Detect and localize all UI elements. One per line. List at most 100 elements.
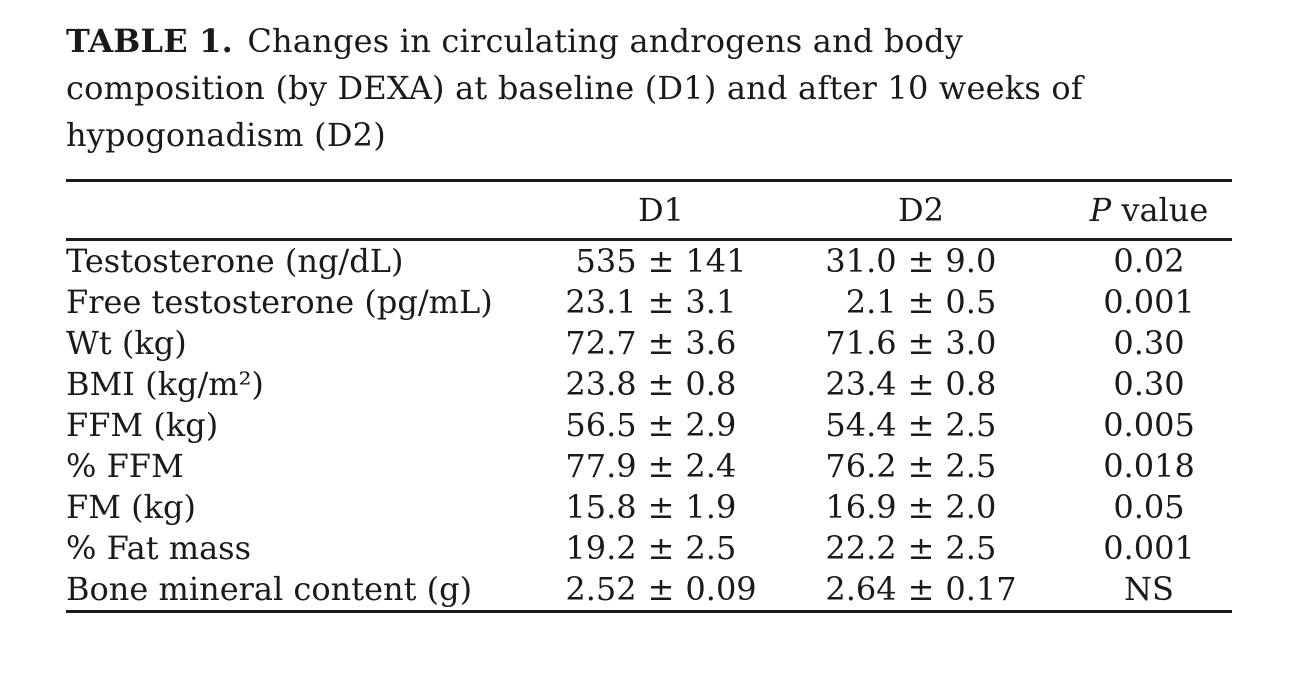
row-label: Testosterone (ng/dL)	[66, 242, 404, 280]
table-row: Bone mineral content (g) 2.52 ±0.09 2.64 ±…	[66, 569, 1232, 610]
table-caption-line3: hypogonadism (D2)	[66, 116, 386, 154]
d1-cell: 72.7 ±3.6	[546, 323, 776, 364]
d1-sd: 1.9	[685, 488, 737, 526]
d2-cell: 2.64 ±0.17	[776, 569, 1036, 610]
table-row: FM (kg) 15.8 ±1.9 16.9 ±2.0 0.05	[66, 487, 1232, 528]
d2-cell: 23.4 ±0.8	[776, 364, 1036, 405]
d1-mean: 19.2	[565, 529, 637, 567]
d2-mean: 2.1	[845, 283, 897, 321]
d2-cell: 71.6 ±3.0	[776, 323, 1036, 364]
plus-minus-sign: ±	[907, 406, 935, 444]
table-body: Testosterone (ng/dL) 535 ±141 31.0 ±9.0 0.…	[66, 241, 1232, 610]
column-header-p-value: P value	[1036, 182, 1232, 238]
row-label: Wt (kg)	[66, 324, 187, 362]
d1-cell: 19.2 ±2.5	[546, 528, 776, 569]
plus-minus-sign: ±	[647, 488, 675, 526]
p-value-cell: 0.30	[1113, 324, 1185, 362]
d1-sd: 3.6	[685, 324, 737, 362]
table-figure: TABLE 1. Changes in circulating androgens…	[66, 18, 1232, 613]
plus-minus-sign: ±	[907, 488, 935, 526]
d1-mean: 23.1	[565, 283, 637, 321]
plus-minus-sign: ±	[647, 570, 675, 608]
d2-mean: 31.0	[825, 242, 897, 280]
d1-sd: 2.9	[685, 406, 737, 444]
d1-mean: 77.9	[565, 447, 637, 485]
d1-cell: 23.1 ±3.1	[546, 282, 776, 323]
p-value-cell: 0.02	[1113, 242, 1185, 280]
p-value-cell: 0.005	[1103, 406, 1195, 444]
d2-sd: 2.5	[945, 406, 997, 444]
d1-sd: 141	[685, 242, 747, 280]
d2-mean: 16.9	[825, 488, 897, 526]
d2-mean: 2.64	[825, 570, 897, 608]
row-label: BMI (kg/m²)	[66, 365, 264, 403]
table-header-row: D1 D2 P value	[66, 182, 1232, 238]
d1-cell: 535 ±141	[546, 241, 776, 282]
table-row: BMI (kg/m²) 23.8 ±0.8 23.4 ±0.8 0.30	[66, 364, 1232, 405]
d1-sd: 3.1	[685, 283, 737, 321]
p-value-cell: NS	[1124, 570, 1174, 608]
p-value-cell: 0.001	[1103, 529, 1195, 567]
d2-sd: 2.5	[945, 529, 997, 567]
rule-mid	[66, 238, 1232, 241]
d2-sd: 0.8	[945, 365, 997, 403]
row-label: FM (kg)	[66, 488, 196, 526]
d2-mean: 76.2	[825, 447, 897, 485]
d2-mean: 71.6	[825, 324, 897, 362]
d1-cell: 2.52 ±0.09	[546, 569, 776, 610]
table-row: Testosterone (ng/dL) 535 ±141 31.0 ±9.0 0.…	[66, 241, 1232, 282]
table-caption-line2: composition (by DEXA) at baseline (D1) a…	[66, 69, 1083, 107]
plus-minus-sign: ±	[647, 447, 675, 485]
d2-cell: 22.2 ±2.5	[776, 528, 1036, 569]
d1-mean: 72.7	[565, 324, 637, 362]
d1-mean: 23.8	[565, 365, 637, 403]
row-label: Free testosterone (pg/mL)	[66, 283, 493, 321]
plus-minus-sign: ±	[907, 324, 935, 362]
rule-top	[66, 179, 1232, 182]
d1-mean: 56.5	[565, 406, 637, 444]
plus-minus-sign: ±	[647, 365, 675, 403]
table-row: % Fat mass 19.2 ±2.5 22.2 ±2.5 0.001	[66, 528, 1232, 569]
d1-cell: 77.9 ±2.4	[546, 446, 776, 487]
d1-sd: 0.8	[685, 365, 737, 403]
d2-mean: 22.2	[825, 529, 897, 567]
d2-mean: 54.4	[825, 406, 897, 444]
table-caption-label: TABLE 1.	[66, 22, 233, 60]
d1-cell: 15.8 ±1.9	[546, 487, 776, 528]
p-symbol: P	[1089, 191, 1112, 229]
plus-minus-sign: ±	[647, 406, 675, 444]
row-label: % FFM	[66, 447, 184, 485]
table-row: FFM (kg) 56.5 ±2.9 54.4 ±2.5 0.005	[66, 405, 1232, 446]
column-header-d1: D1	[637, 191, 684, 229]
row-label: Bone mineral content (g)	[66, 570, 473, 608]
p-value-cell: 0.018	[1103, 447, 1195, 485]
d1-cell: 23.8 ±0.8	[546, 364, 776, 405]
d1-mean: 15.8	[565, 488, 637, 526]
rule-bottom	[66, 610, 1232, 613]
p-value-cell: 0.05	[1113, 488, 1185, 526]
d2-cell: 16.9 ±2.0	[776, 487, 1036, 528]
p-value-cell: 0.30	[1113, 365, 1185, 403]
row-label: % Fat mass	[66, 529, 251, 567]
plus-minus-sign: ±	[907, 242, 935, 280]
plus-minus-sign: ±	[907, 447, 935, 485]
d2-cell: 2.1 ±0.5	[776, 282, 1036, 323]
plus-minus-sign: ±	[907, 283, 935, 321]
d2-cell: 76.2 ±2.5	[776, 446, 1036, 487]
d1-sd: 0.09	[685, 570, 757, 608]
d2-sd: 0.5	[945, 283, 997, 321]
table-row: % FFM 77.9 ±2.4 76.2 ±2.5 0.018	[66, 446, 1232, 487]
row-label: FFM (kg)	[66, 406, 219, 444]
d1-cell: 56.5 ±2.9	[546, 405, 776, 446]
table-caption: TABLE 1. Changes in circulating androgens…	[66, 18, 1232, 159]
d1-mean: 535	[575, 242, 637, 280]
d2-sd: 9.0	[945, 242, 997, 280]
d1-sd: 2.5	[685, 529, 737, 567]
table-row: Free testosterone (pg/mL) 23.1 ±3.1 2.1 ±0…	[66, 282, 1232, 323]
d2-mean: 23.4	[825, 365, 897, 403]
plus-minus-sign: ±	[907, 529, 935, 567]
d2-sd: 2.5	[945, 447, 997, 485]
p-value-cell: 0.001	[1103, 283, 1195, 321]
d2-sd: 0.17	[945, 570, 1017, 608]
